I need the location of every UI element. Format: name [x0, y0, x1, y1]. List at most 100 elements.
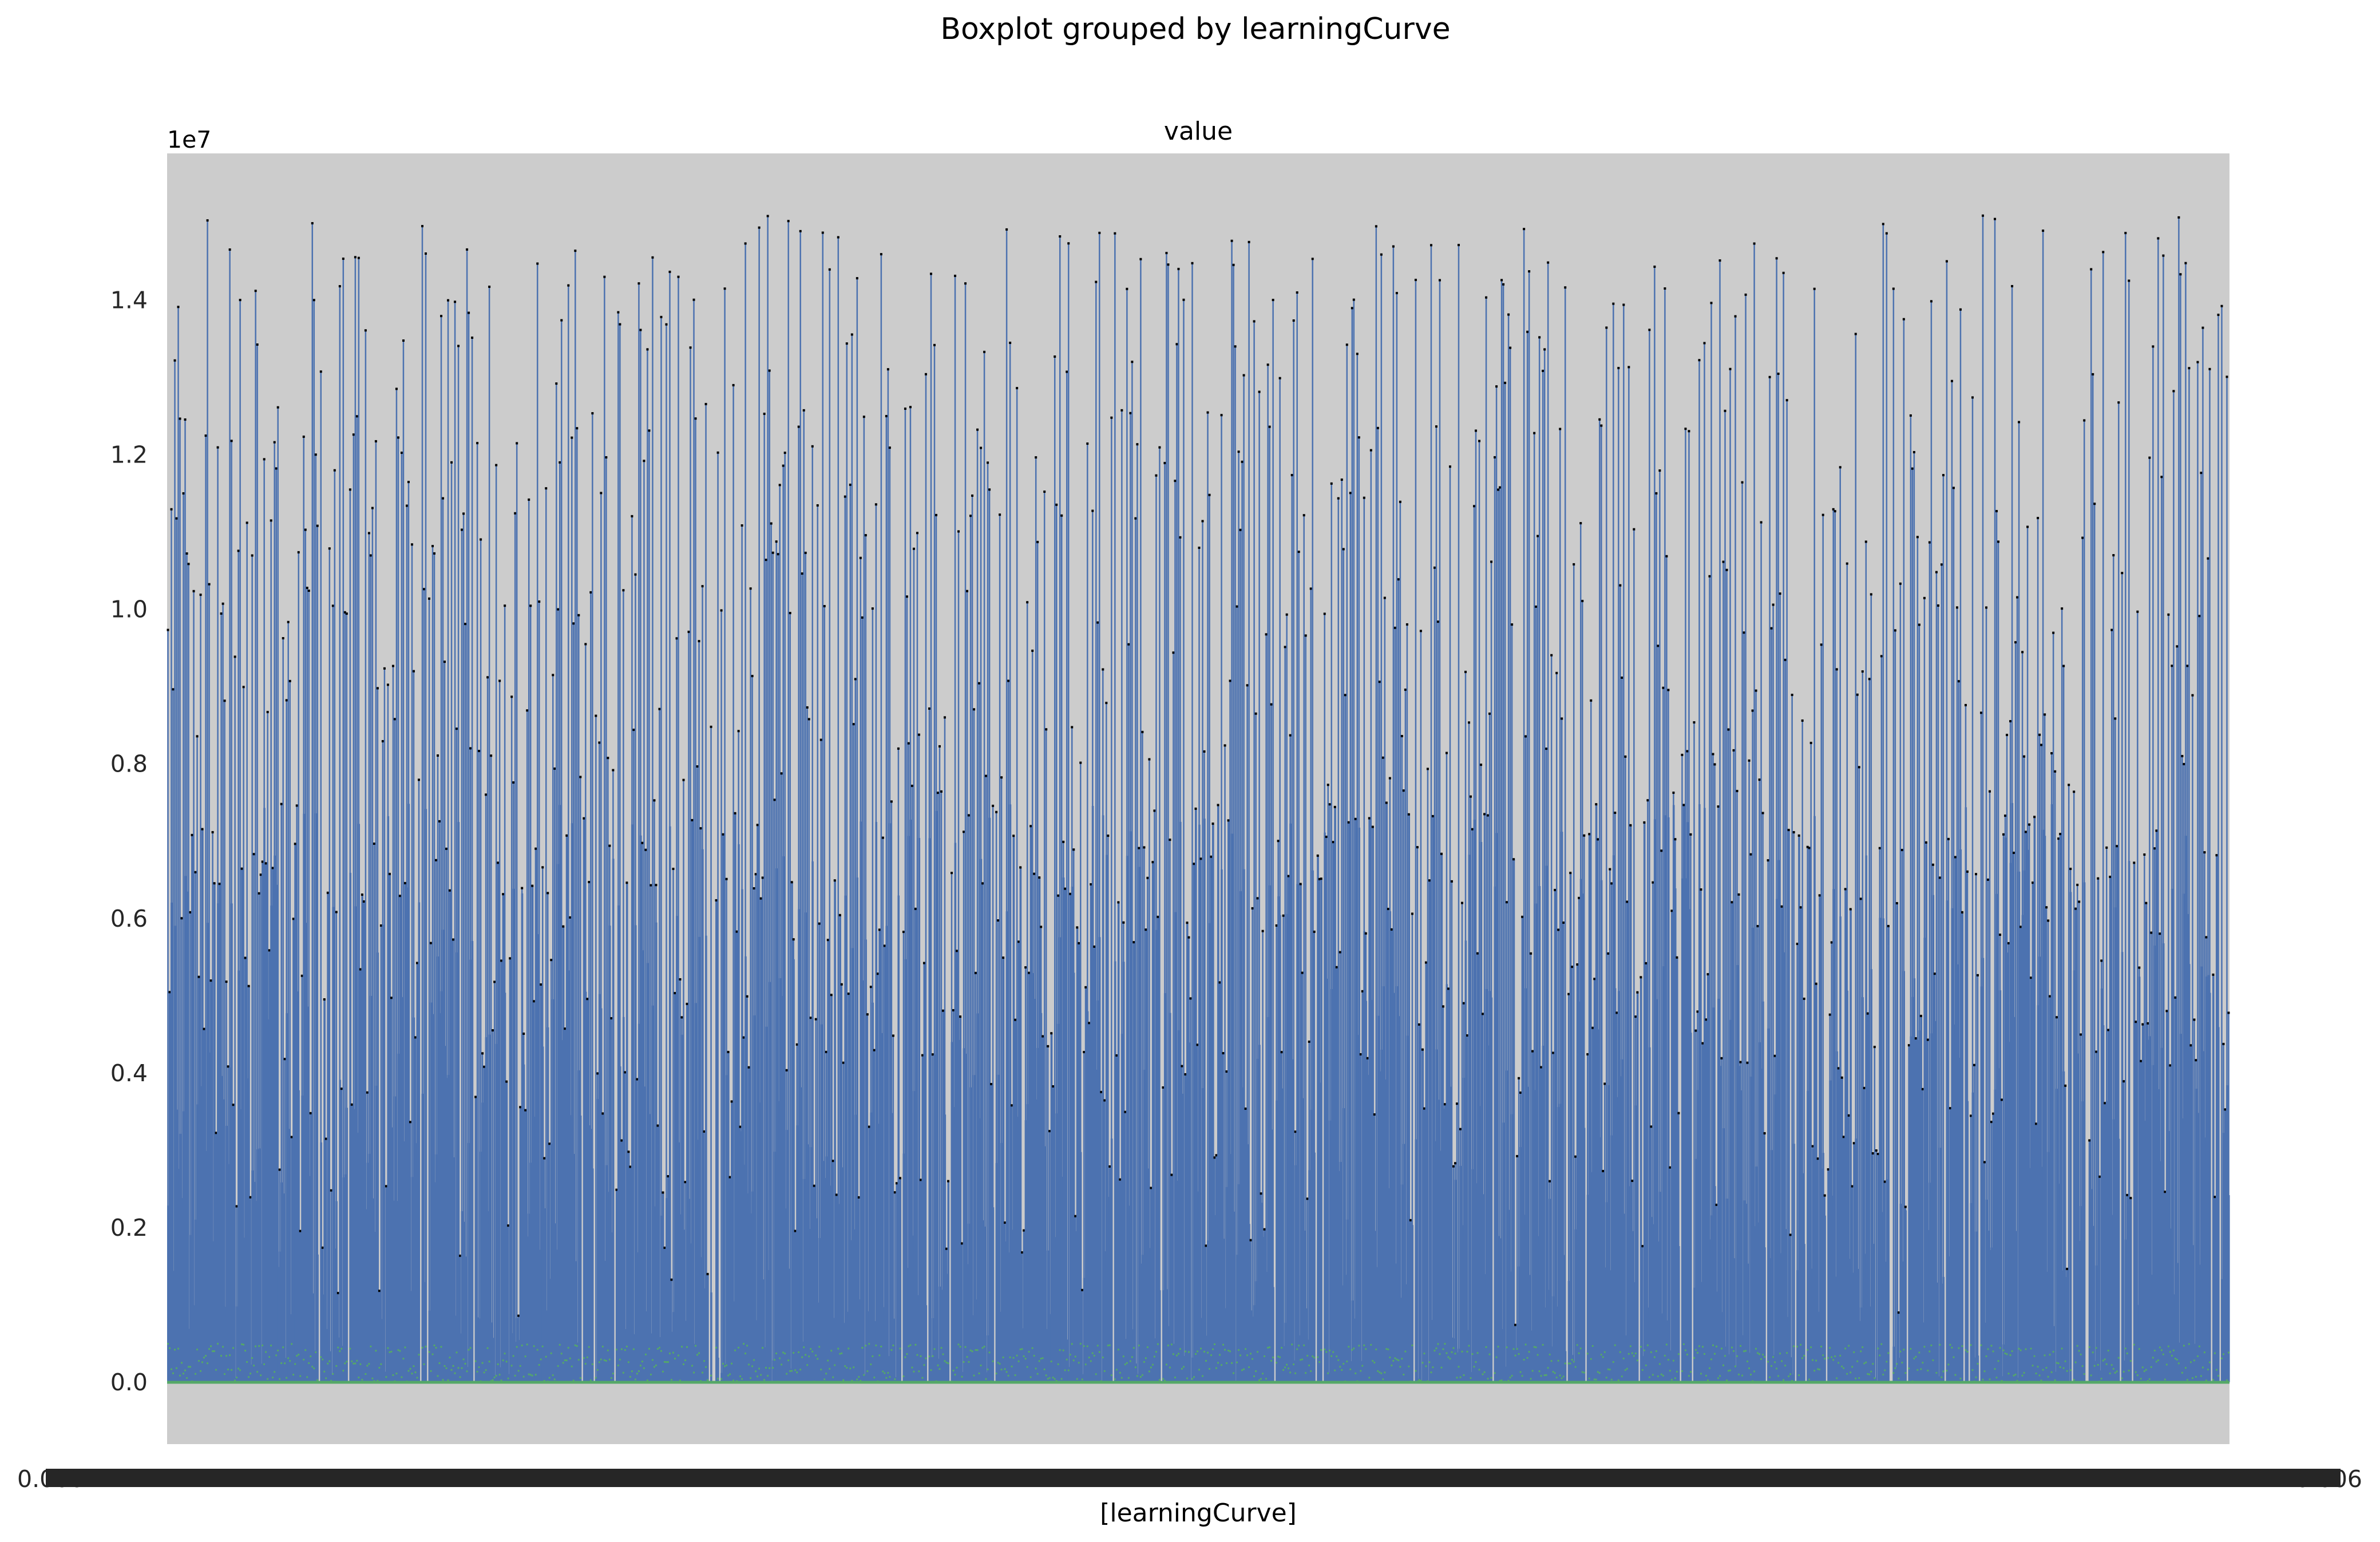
box-cap: [369, 554, 372, 557]
box-median: [1334, 1369, 1336, 1371]
box-median: [207, 1362, 209, 1365]
box-body: [674, 993, 676, 1382]
box-body: [1949, 1108, 1952, 1382]
box-median: [1313, 1357, 1316, 1359]
box-body: [340, 1346, 343, 1382]
box-body: [1941, 1283, 1943, 1382]
box-median: [1985, 1355, 1987, 1358]
box-cap: [374, 440, 377, 442]
box-cap: [2052, 631, 2055, 634]
box-median: [1170, 1343, 1173, 1346]
box-cap: [403, 881, 406, 884]
box-median: [873, 1377, 876, 1379]
box-cap: [1203, 750, 1206, 753]
box-body: [777, 1101, 779, 1382]
box-body: [1074, 1231, 1077, 1382]
box-cap: [2110, 628, 2113, 631]
box-cap: [1554, 888, 1557, 891]
box-body: [1224, 1308, 1226, 1382]
box-cap: [2006, 733, 2009, 736]
box-cap: [292, 918, 295, 920]
box-cap: [1060, 514, 1063, 517]
box-cap: [1573, 563, 1575, 566]
box-median: [183, 1373, 185, 1375]
box-body: [1783, 952, 1785, 1382]
box-cap: [1531, 1050, 1534, 1053]
box-body: [1306, 1339, 1309, 1382]
box-body: [620, 1141, 623, 1382]
box-body: [2078, 1241, 2081, 1382]
box-cap: [2143, 853, 2146, 856]
box-median: [1980, 1344, 1982, 1346]
box-body: [559, 805, 561, 1382]
box-body: [440, 991, 443, 1382]
box-body: [1490, 997, 1493, 1382]
box-body: [1777, 860, 1780, 1382]
box-body: [320, 1142, 322, 1382]
box-median: [1588, 1377, 1590, 1379]
box-body: [1103, 1251, 1106, 1382]
box-body: [1262, 1236, 1264, 1382]
box-body: [651, 1005, 654, 1382]
box-cap: [1504, 381, 1507, 384]
box-cap: [1655, 492, 1658, 495]
box-cap: [1718, 259, 1721, 262]
box-body: [1858, 1320, 1860, 1382]
box-body: [1521, 916, 1524, 1382]
box-cap: [2135, 1021, 2137, 1023]
box-median: [1759, 1353, 1761, 1355]
box-median: [1923, 1346, 1926, 1348]
box-median: [1042, 1357, 1044, 1359]
box-median: [1958, 1347, 1960, 1349]
box-cap: [435, 859, 438, 861]
box-median: [346, 1361, 348, 1363]
box-cap: [1419, 630, 1422, 632]
box-body: [2167, 1130, 2170, 1382]
box-body: [849, 1240, 852, 1382]
box-body: [1689, 1033, 1692, 1382]
box-cap: [1847, 1114, 1850, 1117]
box-body: [851, 948, 853, 1382]
box-cap: [457, 345, 460, 347]
box-median: [775, 1352, 778, 1354]
box-body: [279, 1251, 281, 1382]
box-cap: [942, 1009, 945, 1012]
box-cap: [988, 488, 991, 491]
box-median: [1672, 1359, 1674, 1362]
box-median: [1028, 1351, 1030, 1353]
box-body: [757, 825, 759, 1382]
box-median: [1265, 1378, 1268, 1380]
box-cap: [980, 446, 983, 449]
box-cap: [969, 515, 972, 517]
box-cap: [1942, 474, 1945, 477]
box-cap: [517, 1314, 520, 1317]
box-median: [1841, 1365, 1843, 1367]
box-body: [1397, 1016, 1400, 1382]
box-cap: [944, 716, 947, 719]
box-cap: [1067, 242, 1070, 245]
box-body: [2196, 1113, 2199, 1382]
box-body: [1745, 1204, 1747, 1382]
box-cap: [771, 551, 774, 554]
box-cap: [170, 508, 173, 511]
box-median: [601, 1346, 604, 1348]
box-body: [431, 1014, 434, 1382]
box-cap: [999, 513, 1001, 516]
box-cap: [412, 670, 415, 673]
box-body: [1139, 1263, 1142, 1382]
box-body: [2054, 1371, 2057, 1382]
box-body: [1146, 1168, 1149, 1382]
box-cap: [1174, 480, 1177, 483]
box-body: [1209, 923, 1211, 1382]
box-cap: [744, 242, 747, 245]
box-body: [680, 1034, 683, 1382]
box-median: [942, 1353, 944, 1355]
box-cap: [1715, 1203, 1718, 1206]
box-median: [1312, 1355, 1314, 1358]
box-cap: [1031, 649, 1034, 652]
box-median: [237, 1367, 240, 1370]
box-cap: [271, 867, 274, 869]
box-body: [275, 884, 278, 1382]
box-cap: [1086, 442, 1089, 445]
box-cap: [476, 442, 479, 445]
